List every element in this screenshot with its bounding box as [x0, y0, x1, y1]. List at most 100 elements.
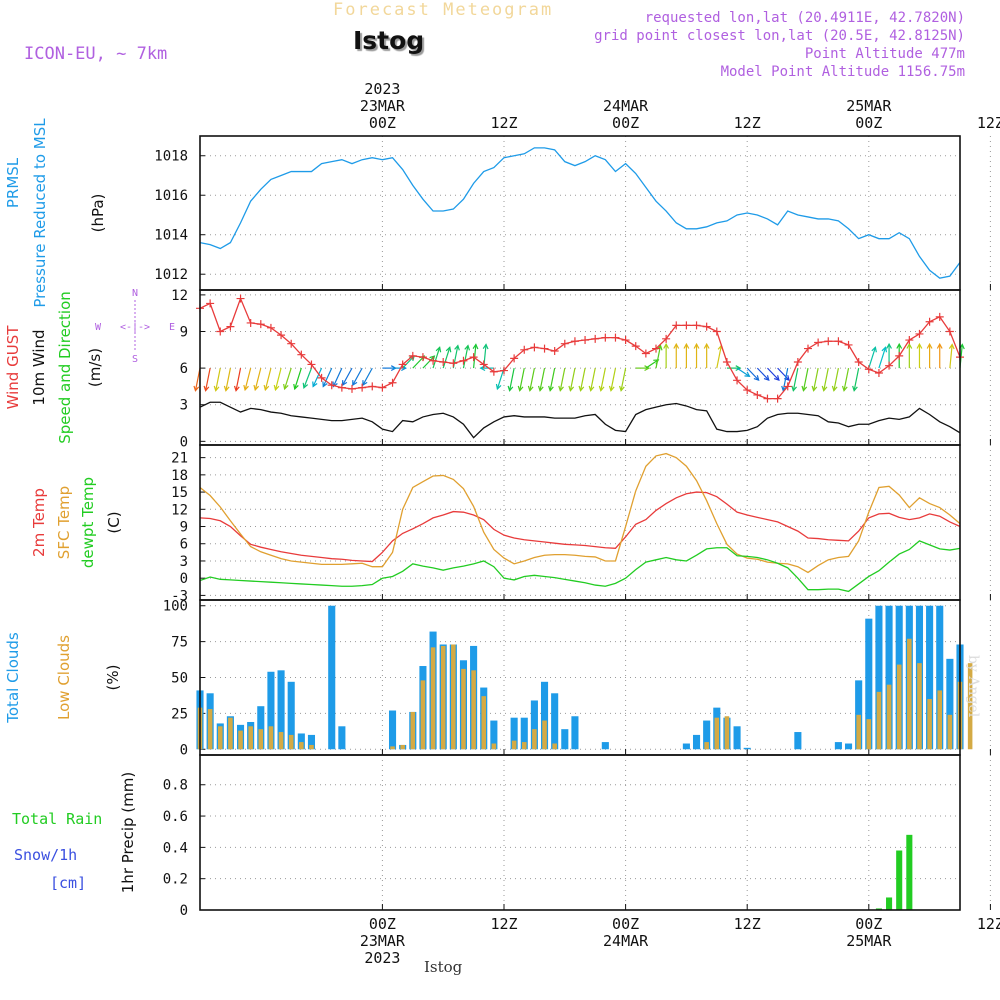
- y-tick-label: 0.4: [163, 840, 188, 856]
- wind-arrowhead-64: [841, 385, 848, 392]
- bar-low-clouds-27: [471, 670, 476, 750]
- wind-arrow-15: [342, 367, 353, 386]
- y-tick-label: 50: [171, 671, 188, 687]
- wind-arrowhead-73: [936, 342, 943, 349]
- bar-low-clouds-70: [907, 638, 912, 750]
- wind-arrow-9: [284, 367, 292, 390]
- y-tick-label: 0: [180, 434, 188, 450]
- wind-arrowhead-11: [302, 382, 309, 389]
- wind-arrowhead-25: [454, 344, 460, 351]
- y-tick-label: -3: [171, 588, 188, 604]
- y-axis-label-0: PRMSL: [4, 157, 22, 208]
- gust-marker-33: [530, 343, 539, 352]
- bar-total-clouds-35: [551, 693, 559, 750]
- panel-pressure: 1012 1014 1016 1018 PRMSL Pressure Reduced to…: [4, 118, 991, 308]
- bar-low-clouds-22: [420, 680, 426, 750]
- top-time-label: 12Z: [734, 114, 761, 132]
- bar-low-clouds-23: [430, 647, 436, 750]
- bottom-time-label: 23MAR: [360, 932, 406, 950]
- wind-arrow-45: [655, 345, 662, 369]
- bar-total-clouds-31: [510, 717, 518, 750]
- wind-arrowhead-26: [464, 344, 471, 351]
- y-axis-label-2: Speed and Direction: [56, 291, 74, 444]
- wind-arrowhead-42: [619, 385, 625, 392]
- top-time-label: 12Z: [977, 114, 1000, 132]
- bar-low-clouds-52: [724, 716, 730, 750]
- y-tick-label: 75: [171, 635, 188, 651]
- gust-marker-55: [753, 390, 762, 399]
- wind-arrow-11: [303, 367, 313, 388]
- gust-marker-22: [418, 353, 427, 362]
- wind-arrow-23: [432, 347, 441, 369]
- bar-low-clouds-74: [947, 714, 953, 750]
- top-time-label: 00Z: [369, 114, 396, 132]
- y-tick-label: 3: [180, 398, 188, 414]
- y-axis-label-2: (%): [104, 665, 122, 691]
- bar-low-clouds-25: [451, 644, 456, 750]
- gust-marker-26: [459, 356, 468, 365]
- gust-marker-16: [358, 383, 367, 392]
- y-tick-label: 0: [180, 571, 188, 587]
- wind-arrow-5: [244, 367, 252, 391]
- panel-wind: 0 3 6 9 12 Wind GUST 10m Wind Speed and Directi…: [4, 288, 991, 450]
- bar-low-clouds-34: [542, 720, 547, 750]
- gust-marker-71: [915, 329, 924, 338]
- wind-arrowhead-54: [753, 375, 760, 382]
- gust-marker-15: [348, 384, 356, 393]
- bar-low-clouds-35: [552, 743, 557, 750]
- gust-marker-20: [398, 360, 407, 369]
- wind-arrow-57: [777, 367, 790, 381]
- legend-snow-unit: [cm]: [50, 874, 86, 892]
- bar-total-clouds-59: [794, 732, 802, 750]
- bar-total-clouds-40: [601, 742, 609, 750]
- gust-marker-67: [874, 368, 883, 377]
- y-axis-label-0: Total Clouds: [4, 632, 22, 724]
- y-tick-label: 9: [180, 324, 188, 340]
- y-tick-label: 6: [180, 361, 188, 377]
- bottom-time-label: 2023: [364, 949, 400, 967]
- wind-arrowhead-56: [773, 375, 780, 382]
- panel-frame: [199, 444, 961, 601]
- wind-arrow-4: [235, 367, 242, 391]
- bar-low-clouds-31: [511, 740, 517, 750]
- wind-arrow-13: [322, 367, 333, 387]
- y-tick-label: 9: [180, 520, 188, 536]
- wind-arrowhead-40: [598, 385, 605, 392]
- y-axis-label-1: Low Clouds: [55, 635, 73, 720]
- bar-total-rain-69: [896, 850, 903, 910]
- wind-arrow-2: [215, 367, 221, 391]
- wind-arrowhead-52: [735, 365, 742, 372]
- wind-arrowhead-63: [831, 385, 838, 392]
- wind-arrow-55: [756, 367, 770, 381]
- gust-marker-58: [783, 382, 792, 391]
- y-tick-label: 1018: [154, 149, 188, 165]
- bar-total-clouds-74: [946, 658, 954, 750]
- wind-arrowhead-1: [203, 385, 210, 392]
- bar-total-clouds-19: [388, 710, 397, 750]
- wind-arrowhead-72: [926, 342, 933, 349]
- y-tick-label: 15: [171, 485, 188, 501]
- gust-marker-31: [510, 354, 519, 363]
- series-10m-wind: [199, 401, 961, 439]
- top-time-label: 25MAR: [846, 97, 892, 115]
- bar-low-clouds-76: [967, 663, 973, 750]
- wind-arrow-59: [792, 367, 799, 391]
- gust-marker-38: [581, 336, 590, 345]
- bar-low-clouds-4: [238, 730, 243, 750]
- wind-arrow-27: [473, 344, 477, 369]
- wind-arrow-53: [736, 367, 750, 377]
- wind-arrowhead-62: [821, 385, 828, 392]
- wind-arrowhead-35: [548, 385, 554, 392]
- y-tick-label: 0: [180, 903, 188, 919]
- gust-marker-45: [652, 344, 660, 353]
- gust-marker-68: [885, 361, 894, 370]
- wind-arrow-54: [746, 367, 760, 381]
- gust-marker-52: [722, 358, 731, 367]
- gust-marker-3: [226, 322, 235, 331]
- wind-arrowhead-7: [263, 384, 270, 392]
- bar-low-clouds-67: [876, 691, 882, 750]
- wind-arrowhead-38: [578, 385, 585, 392]
- wind-arrowhead-33: [527, 385, 534, 392]
- wind-arrowhead-32: [517, 385, 524, 392]
- wind-arrowhead-55: [763, 375, 770, 382]
